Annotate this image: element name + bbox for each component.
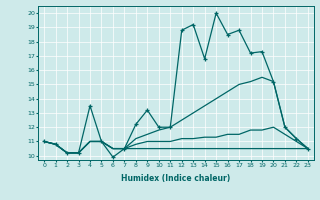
X-axis label: Humidex (Indice chaleur): Humidex (Indice chaleur)	[121, 174, 231, 183]
